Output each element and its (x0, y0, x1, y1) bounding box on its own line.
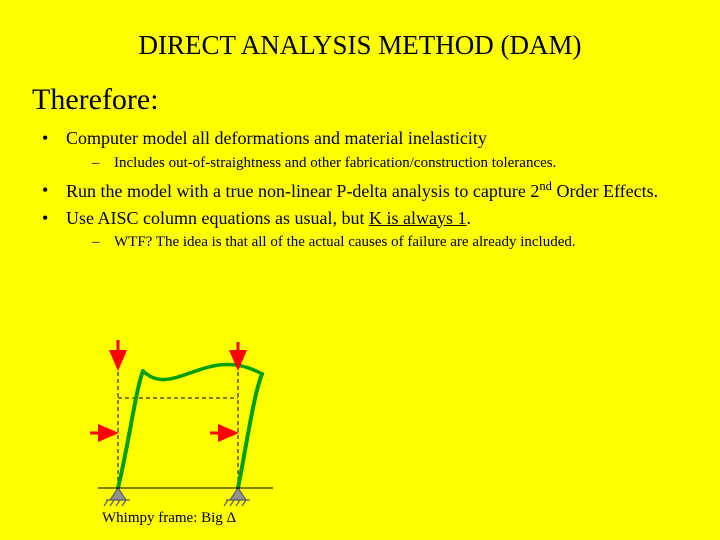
bullet-2: Run the model with a true non-linear P-d… (42, 179, 690, 203)
bullet-1: Computer model all deformations and mate… (42, 127, 690, 175)
bullet-1-sub-1: Includes out-of-straightness and other f… (92, 154, 690, 174)
bullet-2-part-a: Run the model with a true non-linear P-d… (66, 181, 539, 201)
slide-title: DIRECT ANALYSIS METHOD (DAM) (0, 0, 720, 61)
bullet-3-sub-1: WTF? The idea is that all of the actual … (92, 233, 690, 253)
bullet-2-superscript: nd (539, 179, 552, 193)
figure-caption: Whimpy frame: Big Δ (102, 510, 236, 527)
bullet-3: Use AISC column equations as usual, but … (42, 207, 690, 255)
slide-subhead: Therefore: (0, 61, 720, 117)
bullet-1-text: Computer model all deformations and mate… (66, 128, 487, 148)
frame-diagram (88, 338, 288, 518)
bullet-list: Computer model all deformations and mate… (0, 117, 720, 255)
bullet-2-part-b: Order Effects. (552, 181, 658, 201)
bullet-3-part-a: Use AISC column equations as usual, but (66, 208, 369, 228)
bullet-3-part-b: . (466, 208, 471, 228)
bullet-3-underline: K is always 1 (369, 208, 467, 228)
